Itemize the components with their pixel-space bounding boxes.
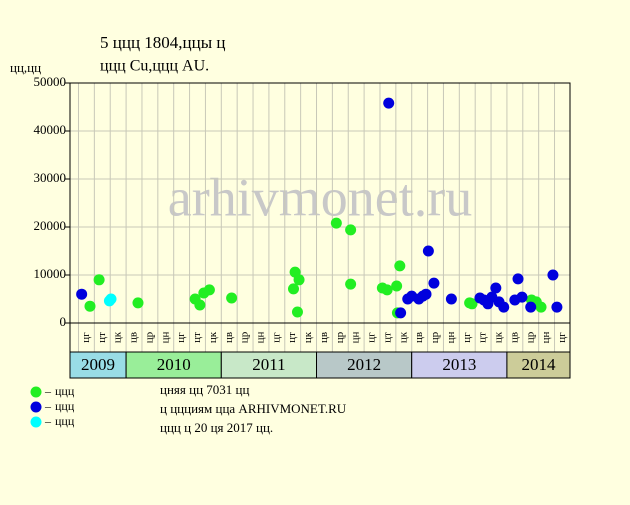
legend-marker <box>30 401 42 413</box>
year-label: 2014 <box>521 355 556 374</box>
month-label: цн <box>445 332 457 344</box>
month-label: цт <box>381 332 393 343</box>
point <box>288 283 300 295</box>
point <box>293 274 305 286</box>
point <box>490 282 502 294</box>
point <box>466 298 478 310</box>
point <box>512 273 524 285</box>
point <box>76 288 88 300</box>
legend-dash: – <box>44 384 52 398</box>
month-label: цв <box>223 332 235 343</box>
month-label: цк <box>493 331 505 343</box>
chart-subtitle: ццц Cu,ццц AU. <box>100 58 209 75</box>
month-label: цг <box>270 332 282 343</box>
month-label: цн <box>350 332 362 344</box>
point <box>84 300 96 312</box>
year-label: 2011 <box>252 355 285 374</box>
y-axis-label: цц,цц <box>10 60 41 75</box>
legend-label: ццц <box>55 399 75 413</box>
y-tick-label: 50000 <box>34 74 67 89</box>
month-label: цв <box>128 332 140 343</box>
y-tick-label: 10000 <box>34 266 67 281</box>
legend-label: ццц <box>55 414 75 428</box>
month-label: цг <box>175 332 187 343</box>
month-label: цн <box>540 332 552 344</box>
month-label: цр <box>334 331 346 343</box>
point <box>132 297 144 309</box>
year-label: 2009 <box>81 355 115 374</box>
month-label: цк <box>397 331 409 343</box>
note: цняя цц 7031 цц <box>160 382 249 397</box>
month-label: цг <box>556 332 568 343</box>
point <box>395 307 407 319</box>
point <box>445 293 457 305</box>
year-label: 2012 <box>347 355 381 374</box>
point <box>498 301 510 313</box>
note: ццц ц 20 ця 2017 цц. <box>160 420 273 435</box>
point <box>394 260 406 272</box>
y-tick-label: 30000 <box>34 170 67 185</box>
month-label: цв <box>318 332 330 343</box>
month-label: цв <box>413 332 425 343</box>
point <box>194 299 206 311</box>
point <box>345 278 357 290</box>
month-label: цт <box>96 332 108 343</box>
y-tick-label: 20000 <box>34 218 67 233</box>
legend-marker <box>30 386 42 398</box>
point <box>93 274 105 286</box>
month-label: цк <box>302 331 314 343</box>
month-label: цт <box>191 332 203 343</box>
month-label: цк <box>207 331 219 343</box>
point <box>383 97 395 109</box>
point <box>381 284 393 296</box>
point <box>551 301 563 313</box>
point <box>345 224 357 236</box>
year-label: 2010 <box>157 355 191 374</box>
month-label: цг <box>366 332 378 343</box>
y-tick-label: 0 <box>60 314 67 329</box>
month-label: цн <box>255 332 267 344</box>
point <box>203 284 215 296</box>
point <box>535 301 547 313</box>
month-label: цр <box>429 331 441 343</box>
point <box>428 277 440 289</box>
year-band <box>411 351 508 379</box>
y-tick-label: 40000 <box>34 122 67 137</box>
note: ц ццциям цца ARHIVMONET.RU <box>160 401 347 416</box>
point <box>330 217 342 229</box>
legend-dash: – <box>44 414 52 428</box>
point <box>226 292 238 304</box>
point <box>525 301 537 313</box>
plot-frame <box>69 82 571 353</box>
month-label: цт <box>477 332 489 343</box>
month-label: цг <box>80 332 92 343</box>
point <box>291 306 303 318</box>
year-band <box>125 351 222 379</box>
month-label: цр <box>239 331 251 343</box>
month-label: цг <box>461 332 473 343</box>
legend-label: ццц <box>55 384 75 398</box>
point <box>516 291 528 303</box>
point <box>422 245 434 257</box>
month-label: цв <box>508 332 520 343</box>
year-band <box>506 351 571 379</box>
chart-title: 5 ццц 1804,ццы ц <box>100 33 226 52</box>
point <box>105 293 117 305</box>
legend-dash: – <box>44 399 52 413</box>
month-label: цт <box>286 332 298 343</box>
year-label: 2013 <box>442 355 476 374</box>
month-label: цр <box>524 331 536 343</box>
month-label: цк <box>112 331 124 343</box>
watermark: arhivmonet.ru <box>168 167 472 227</box>
month-label: цр <box>143 331 155 343</box>
month-label: цн <box>159 332 171 344</box>
point <box>547 269 559 281</box>
point <box>391 280 403 292</box>
year-band <box>69 351 127 379</box>
point <box>420 288 432 300</box>
legend-marker <box>30 416 42 428</box>
